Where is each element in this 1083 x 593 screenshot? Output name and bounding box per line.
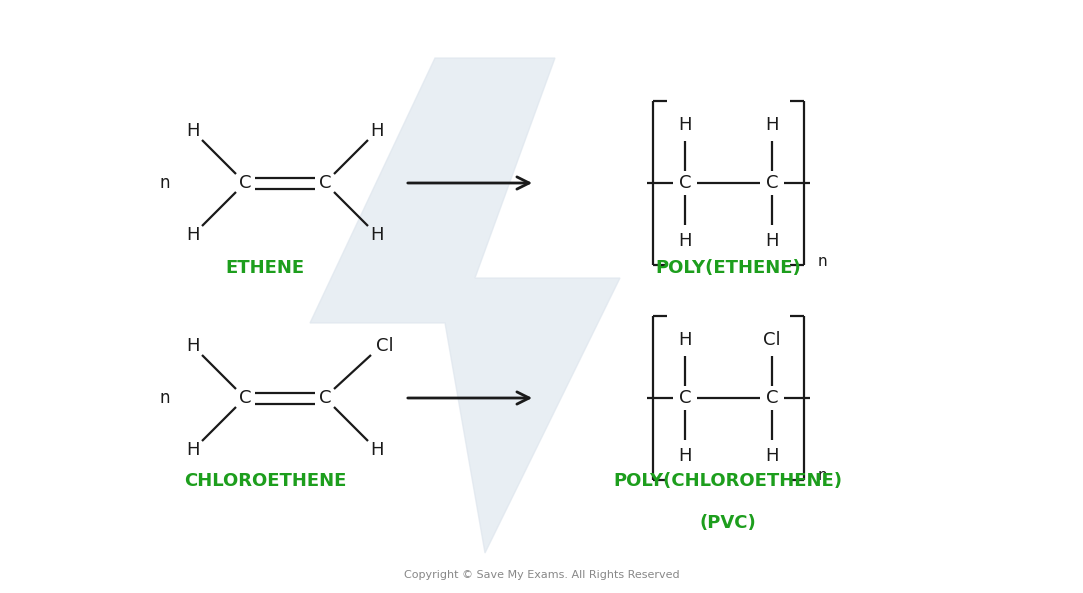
- Text: C: C: [238, 389, 251, 407]
- Text: C: C: [318, 389, 331, 407]
- Text: H: H: [370, 226, 383, 244]
- Text: C: C: [318, 174, 331, 192]
- Text: H: H: [678, 331, 692, 349]
- Text: H: H: [766, 116, 779, 134]
- Text: ETHENE: ETHENE: [225, 259, 304, 277]
- Text: Cl: Cl: [764, 331, 781, 349]
- Text: H: H: [678, 447, 692, 465]
- Text: C: C: [679, 174, 691, 192]
- Text: H: H: [766, 232, 779, 250]
- Text: C: C: [766, 174, 779, 192]
- Text: C: C: [766, 389, 779, 407]
- Text: CHLOROETHENE: CHLOROETHENE: [184, 472, 347, 490]
- Text: H: H: [766, 447, 779, 465]
- Text: H: H: [370, 441, 383, 459]
- Text: POLY(CHLOROETHENE): POLY(CHLOROETHENE): [613, 472, 843, 490]
- Text: H: H: [186, 122, 199, 140]
- Text: n: n: [160, 174, 170, 192]
- Text: n: n: [818, 468, 826, 483]
- Text: H: H: [186, 337, 199, 355]
- Text: POLY(ETHENE): POLY(ETHENE): [655, 259, 800, 277]
- Text: Copyright © Save My Exams. All Rights Reserved: Copyright © Save My Exams. All Rights Re…: [404, 570, 679, 580]
- Text: H: H: [370, 122, 383, 140]
- Text: H: H: [186, 226, 199, 244]
- Text: C: C: [238, 174, 251, 192]
- Text: (PVC): (PVC): [700, 514, 756, 532]
- Polygon shape: [310, 58, 619, 553]
- Text: H: H: [678, 116, 692, 134]
- Text: n: n: [160, 389, 170, 407]
- Text: n: n: [818, 253, 826, 269]
- Text: C: C: [679, 389, 691, 407]
- Text: Cl: Cl: [376, 337, 394, 355]
- Text: H: H: [678, 232, 692, 250]
- Text: H: H: [186, 441, 199, 459]
